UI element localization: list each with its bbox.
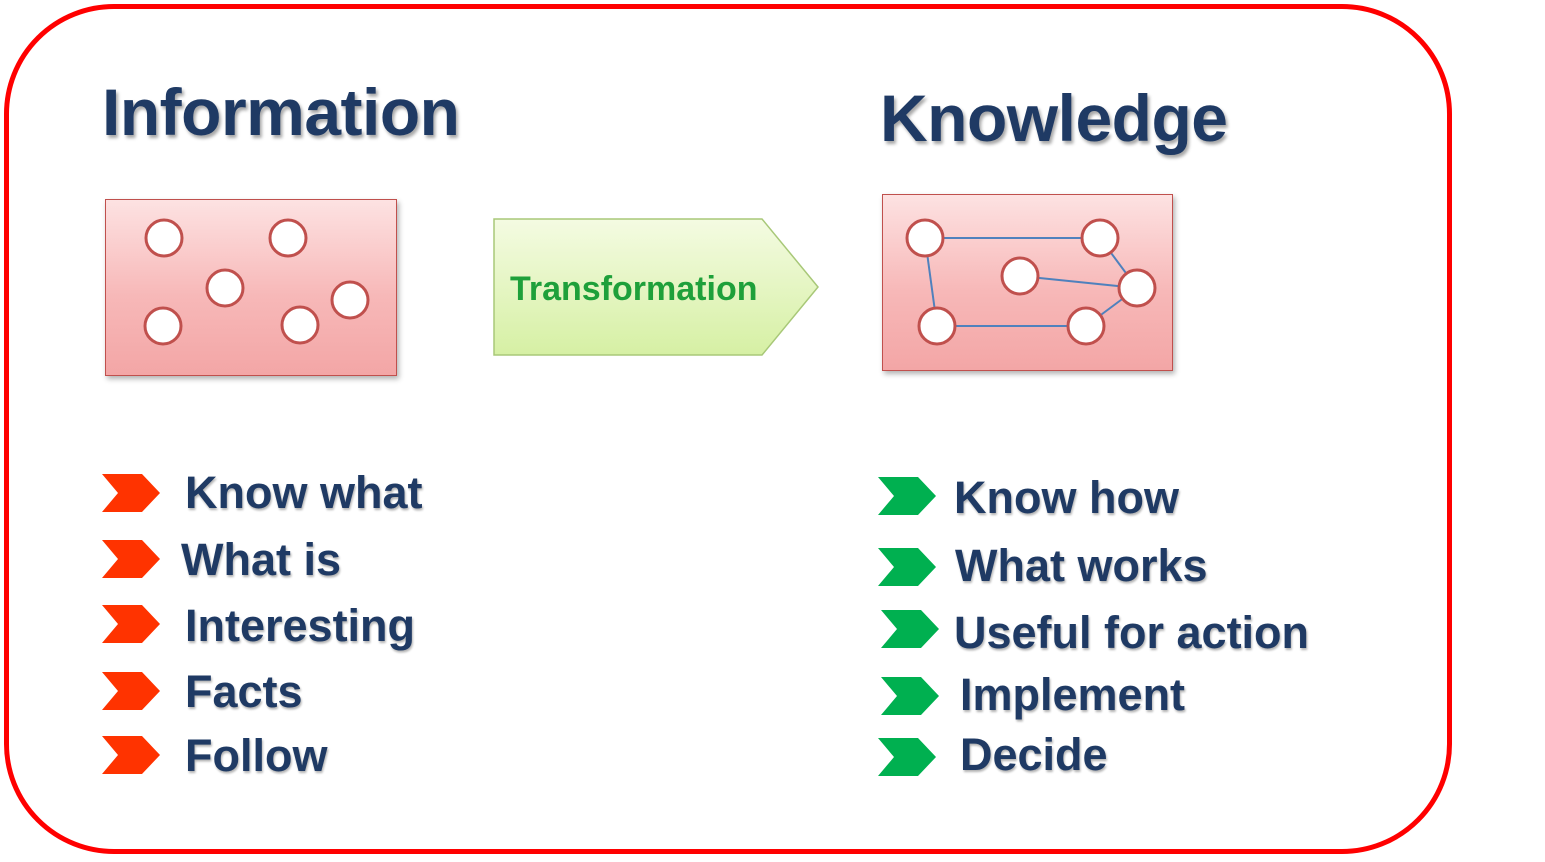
information-title: Information bbox=[102, 75, 460, 149]
chevron-bullet-icon bbox=[878, 477, 936, 515]
chevron-bullet-icon bbox=[102, 672, 160, 710]
knowledge-box bbox=[882, 194, 1173, 371]
chevron-bullet-icon bbox=[102, 540, 160, 578]
information-item-text: Facts bbox=[185, 666, 303, 717]
knowledge-item-text: Know how bbox=[954, 472, 1179, 523]
chevron-bullet-icon bbox=[881, 677, 939, 715]
diagram-frame bbox=[4, 4, 1452, 854]
chevron-bullet-icon bbox=[102, 736, 160, 774]
chevron-bullet-icon bbox=[881, 610, 939, 648]
information-item-text: Interesting bbox=[185, 600, 416, 651]
information-box bbox=[105, 199, 397, 376]
info-node bbox=[330, 280, 370, 320]
chevron-bullet-icon bbox=[102, 605, 160, 643]
chevron-bullet-icon bbox=[878, 548, 936, 586]
info-node bbox=[205, 268, 245, 308]
network-node bbox=[917, 306, 957, 346]
info-node bbox=[143, 306, 183, 346]
knowledge-item-text: Decide bbox=[960, 729, 1108, 780]
knowledge-title: Knowledge bbox=[880, 81, 1228, 155]
knowledge-item-text: Implement bbox=[960, 669, 1186, 720]
information-item-text: Follow bbox=[185, 730, 328, 781]
network-node bbox=[1066, 306, 1106, 346]
network-node bbox=[1000, 256, 1040, 296]
knowledge-item-text: What works bbox=[955, 540, 1208, 591]
network-node bbox=[1080, 218, 1120, 258]
information-item-text: Know what bbox=[185, 467, 423, 518]
transformation-arrow bbox=[493, 218, 819, 356]
network-edge bbox=[1019, 275, 1138, 289]
information-item-text: What is bbox=[181, 534, 342, 585]
chevron-bullet-icon bbox=[878, 738, 936, 776]
transformation-label: Transformation bbox=[510, 270, 758, 308]
knowledge-item-text: Useful for action bbox=[954, 607, 1310, 658]
chevron-bullet-icon bbox=[102, 474, 160, 512]
information-nodes bbox=[143, 218, 370, 346]
info-node bbox=[268, 218, 308, 258]
network-node bbox=[1117, 268, 1157, 308]
network-node bbox=[905, 218, 945, 258]
info-node bbox=[144, 218, 184, 258]
info-node bbox=[280, 305, 320, 345]
knowledge-network bbox=[905, 218, 1157, 346]
